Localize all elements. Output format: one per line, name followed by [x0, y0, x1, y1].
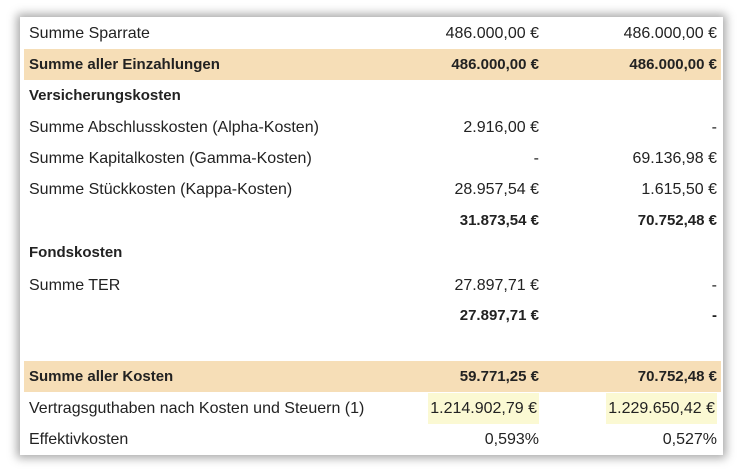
row-summe-kosten: Summe aller Kosten 59.771,25 € 70.752,48… [24, 361, 721, 392]
row-kapitalkosten: Summe Kapitalkosten (Gamma-Kosten) - 69.… [24, 143, 721, 174]
value-col1: 2.916,00 € [463, 119, 539, 136]
row-abschlusskosten: Summe Abschlusskosten (Alpha-Kosten) 2.9… [24, 112, 721, 143]
section-versicherungskosten: Versicherungskosten [24, 80, 721, 111]
row-label: Summe TER [29, 277, 121, 294]
value-col1: 0,593% [484, 431, 539, 448]
value-col2: - [711, 119, 717, 136]
row-label: Summe Sparrate [29, 25, 150, 42]
value-col1: 486.000,00 € [445, 25, 539, 42]
row-label: Summe Kapitalkosten (Gamma-Kosten) [29, 150, 312, 167]
value-col2: 70.752,48 € [637, 212, 717, 229]
value-col2: - [712, 307, 717, 324]
section-fondskosten: Fondskosten [24, 237, 721, 268]
row-label: Summe Abschlusskosten (Alpha-Kosten) [29, 119, 319, 136]
cost-comparison-table: Summe Sparrate 486.000,00 € 486.000,00 €… [20, 17, 723, 455]
row-summe-einzahlungen: Summe aller Einzahlungen 486.000,00 € 48… [24, 49, 721, 80]
value-col1: 27.897,71 € [459, 307, 539, 324]
row-label: Summe aller Kosten [29, 368, 174, 385]
row-stueckkosten: Summe Stückkosten (Kappa-Kosten) 28.957,… [24, 174, 721, 205]
row-summe-sparrate: Summe Sparrate 486.000,00 € 486.000,00 € [24, 18, 721, 49]
value-col1: - [533, 150, 539, 167]
value-col2: 486.000,00 € [623, 25, 717, 42]
section-heading: Versicherungskosten [29, 87, 181, 104]
value-col2: 1.229.650,42 € [606, 393, 717, 424]
value-col2: 0,527% [662, 431, 717, 448]
row-effektivkosten: Effektivkosten 0,593% 0,527% [24, 424, 721, 455]
row-vertragsguthaben: Vertragsguthaben nach Kosten und Steuern… [24, 393, 721, 424]
row-summe-ter: Summe TER 27.897,71 € - [24, 270, 721, 301]
value-col2: 1.615,50 € [641, 181, 717, 198]
row-label: Summe Stückkosten (Kappa-Kosten) [29, 181, 293, 198]
row-label: Vertragsguthaben nach Kosten und Steuern… [29, 400, 365, 417]
row-fondskosten-total: 27.897,71 € - [24, 300, 721, 331]
value-col1: 28.957,54 € [454, 181, 539, 198]
value-col2: 486.000,00 € [629, 56, 717, 73]
value-col2: - [711, 277, 717, 294]
row-versicherungskosten-total: 31.873,54 € 70.752,48 € [24, 205, 721, 236]
row-label: Summe aller Einzahlungen [29, 56, 220, 73]
value-col1: 27.897,71 € [454, 277, 539, 294]
value-col1: 486.000,00 € [451, 56, 539, 73]
value-col2: 70.752,48 € [637, 368, 717, 385]
section-heading: Fondskosten [29, 244, 123, 261]
value-col1: 1.214.902,79 € [428, 393, 539, 424]
row-label: Effektivkosten [29, 431, 129, 448]
value-col1: 31.873,54 € [459, 212, 539, 229]
value-col2: 69.136,98 € [632, 150, 717, 167]
value-col1: 59.771,25 € [459, 368, 539, 385]
